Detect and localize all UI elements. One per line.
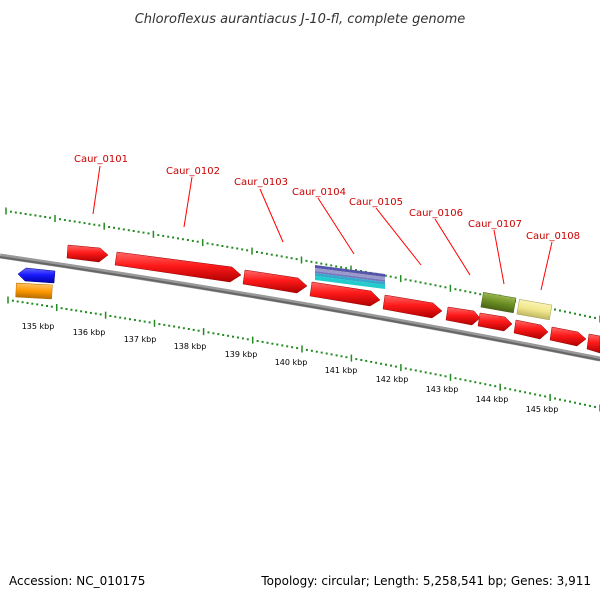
callout-line-caur-0107	[493, 229, 505, 285]
accession-footer: Accession: NC_010175	[9, 574, 146, 588]
kbp-label-138: 138 kbp	[174, 342, 207, 351]
kbp-label-137: 137 kbp	[124, 335, 157, 344]
orange-feature[interactable]	[15, 282, 53, 300]
kbp-label-143: 143 kbp	[426, 385, 459, 394]
gene-caur-0109[interactable]	[549, 326, 587, 347]
gene-callouts	[92, 165, 553, 291]
gene-label-caur-0102[interactable]: Caur_0102	[166, 166, 220, 177]
gene-label-caur-0108[interactable]: Caur_0108	[526, 231, 580, 242]
gene-caur-0103[interactable]	[242, 269, 308, 294]
forward-features	[66, 244, 600, 354]
kbp-label-141: 141 kbp	[325, 366, 358, 375]
kbp-label-142: 142 kbp	[376, 375, 409, 384]
kbp-label-140: 140 kbp	[275, 358, 308, 367]
gene-label-caur-0106[interactable]: Caur_0106	[409, 208, 463, 219]
inner-ruler	[7, 296, 600, 412]
genome-backbone-shade	[0, 256, 600, 361]
left-features	[15, 267, 56, 300]
map-title: Chloroflexus aurantiacus J-10-fl, comple…	[135, 12, 466, 27]
callout-line-caur-0103	[259, 188, 284, 243]
kbp-label-135: 135 kbp	[22, 322, 55, 331]
callout-line-caur-0106	[434, 218, 471, 276]
topology-footer: Topology: circular; Length: 5,258,541 bp…	[261, 574, 591, 588]
gene-caur-0106[interactable]	[445, 306, 481, 326]
kbp-label-139: 139 kbp	[225, 350, 258, 359]
gene-caur-0107[interactable]	[477, 312, 513, 332]
gene-caur-0104[interactable]	[309, 281, 381, 307]
kbp-label-145: 145 kbp	[526, 405, 559, 414]
feature-caur-0108[interactable]	[516, 299, 553, 321]
gene-label-caur-0103[interactable]: Caur_0103	[234, 177, 288, 188]
gene-caur-0105[interactable]	[382, 294, 443, 319]
gene-labels: Caur_0101 Caur_0102 Caur_0103 Caur_0104 …	[74, 154, 580, 242]
kbp-labels: 135 kbp 136 kbp 137 kbp 138 kbp 139 kbp …	[22, 322, 559, 414]
gene-label-caur-0104[interactable]: Caur_0104	[292, 187, 346, 198]
gene-label-caur-0105[interactable]: Caur_0105	[349, 197, 403, 208]
kbp-label-136: 136 kbp	[73, 328, 106, 337]
kbp-label-144: 144 kbp	[476, 395, 509, 404]
gene-caur-0110[interactable]	[586, 333, 600, 354]
gene-caur-0101[interactable]	[66, 244, 109, 263]
gene-label-caur-0107[interactable]: Caur_0107	[468, 219, 522, 230]
gene-caur-0102[interactable]	[114, 251, 242, 283]
callout-line-caur-0102	[183, 176, 193, 228]
feature-caur-0107[interactable]	[480, 292, 517, 314]
gene-label-caur-0101[interactable]: Caur_0101	[74, 154, 128, 165]
gene-caur-0108[interactable]	[513, 319, 549, 340]
callout-line-caur-0104	[317, 197, 355, 255]
callout-line-caur-0101	[92, 165, 101, 215]
callout-line-caur-0105	[375, 207, 422, 266]
rna-feature-caur-0104[interactable]	[315, 265, 385, 289]
reverse-gene[interactable]	[17, 267, 56, 284]
callout-line-caur-0108	[540, 241, 553, 291]
